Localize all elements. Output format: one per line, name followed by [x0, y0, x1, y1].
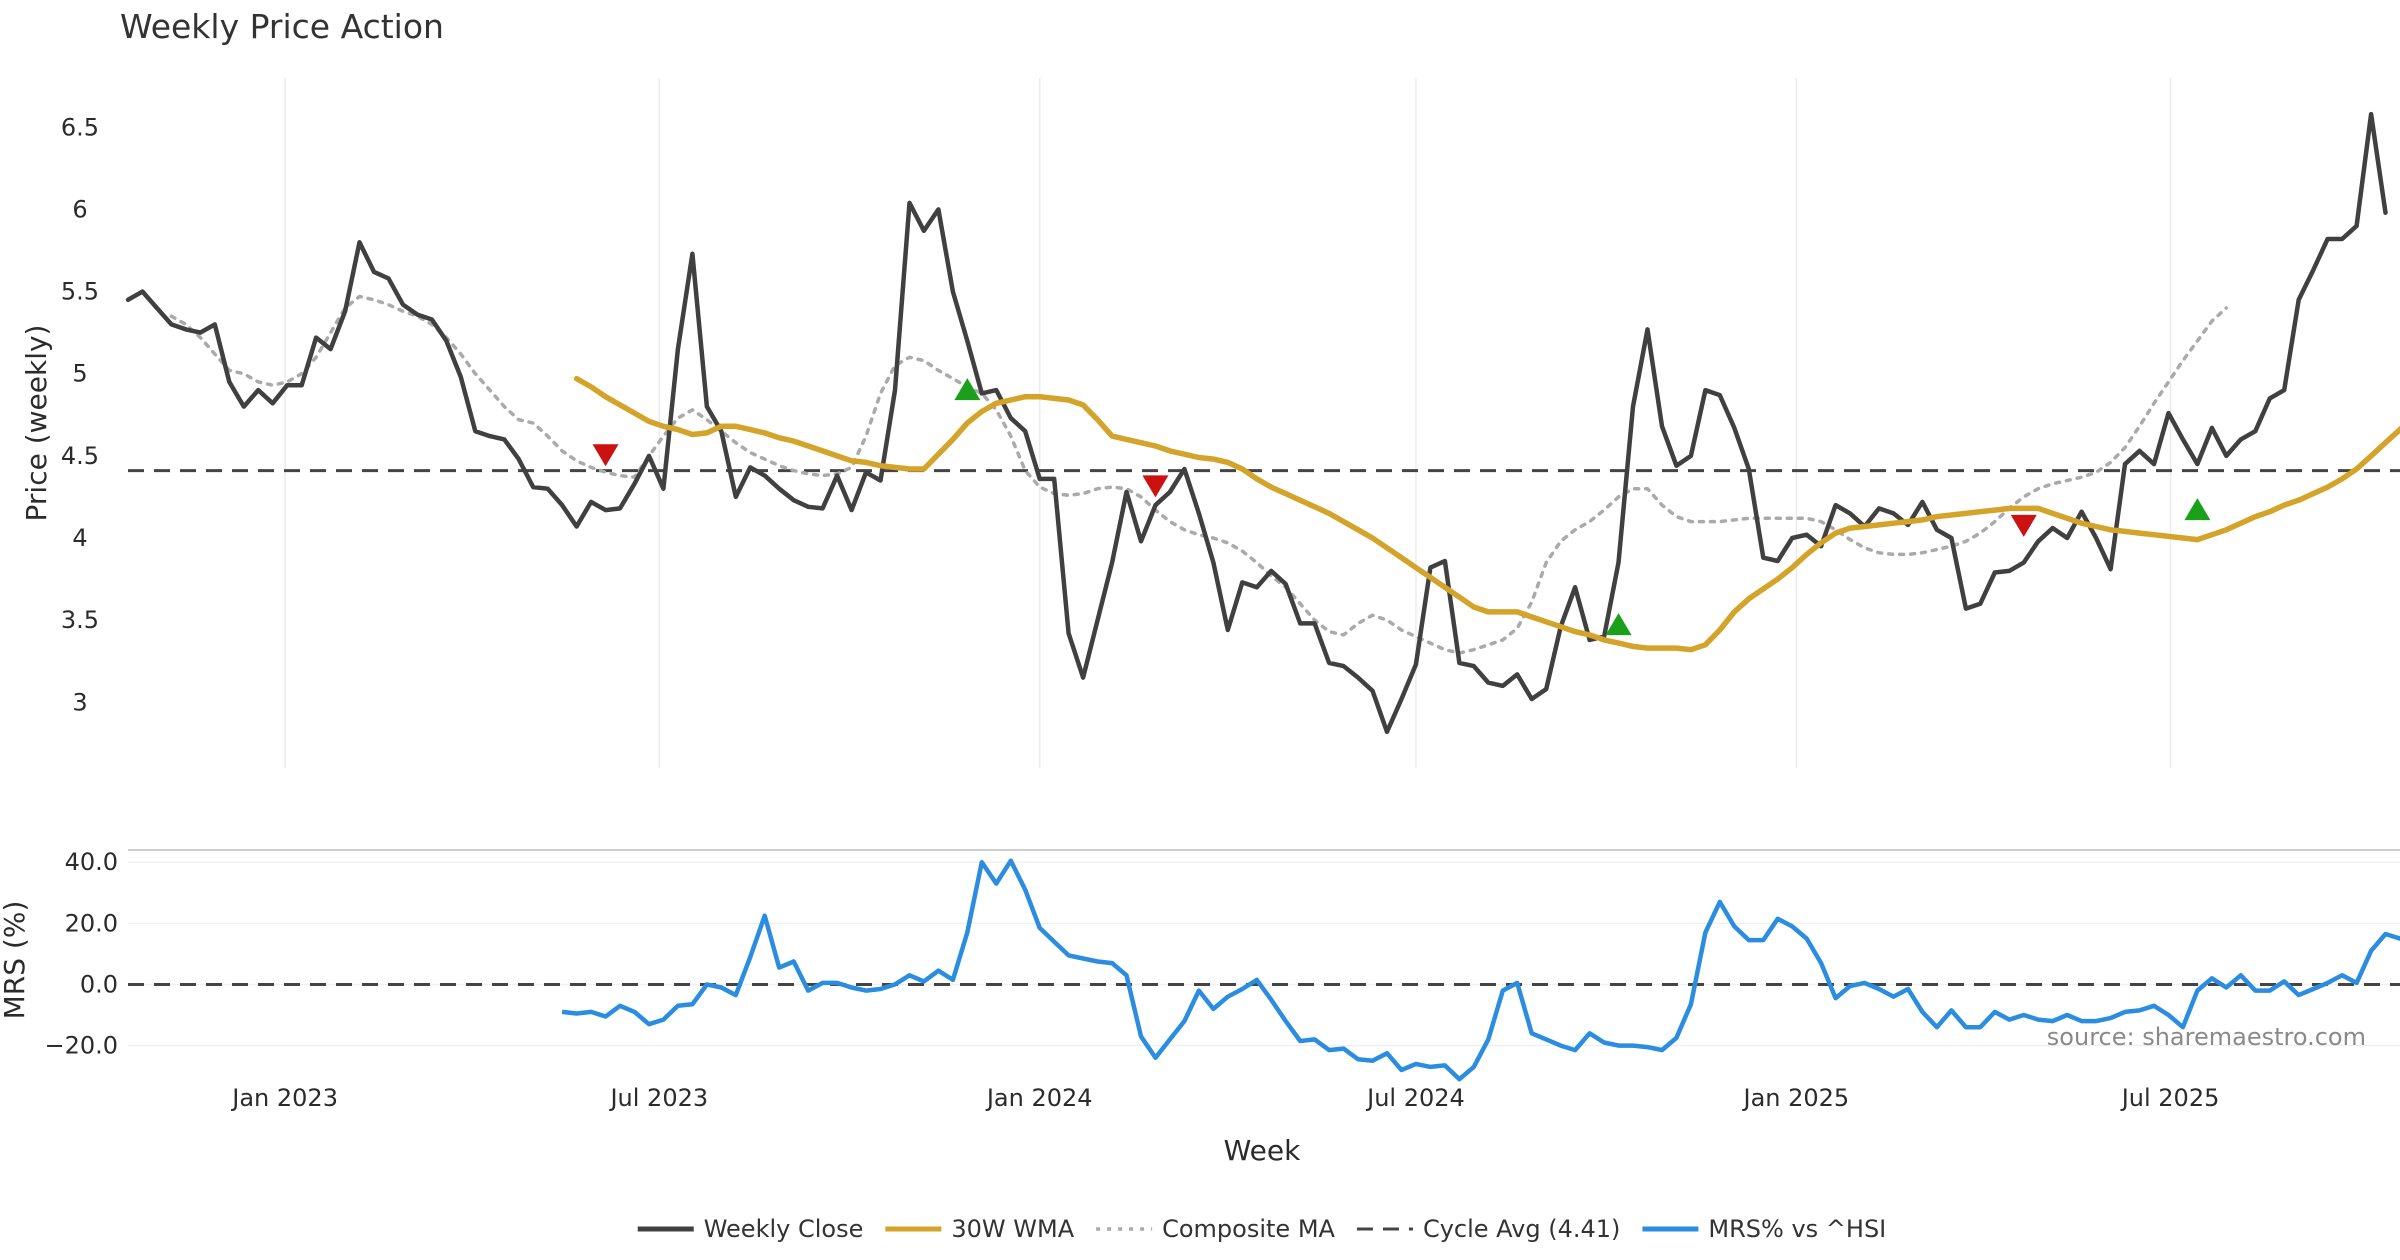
sell-signal-marker — [1142, 475, 1169, 498]
buy-signal-marker — [2184, 498, 2211, 521]
price-y-tick: 4.5 — [61, 442, 99, 470]
composite-ma-line — [169, 294, 2229, 655]
price-y-tick: 6.5 — [61, 113, 99, 141]
price-y-tick: 6 — [72, 195, 87, 223]
legend-mrs: MRS% vs ^HSI — [1642, 1215, 1886, 1243]
buy-signal-marker — [954, 378, 981, 401]
x-tick: Jul 2025 — [2120, 1084, 2220, 1112]
price-y-tick: 4 — [72, 524, 87, 552]
legend-label: 30W WMA — [951, 1215, 1074, 1243]
legend-label: Weekly Close — [704, 1215, 864, 1243]
x-tick: Jul 2024 — [1365, 1084, 1465, 1112]
price-y-axis-title: Price (weekly) — [20, 325, 53, 522]
price-y-tick: 3 — [72, 688, 87, 716]
legend-wma-30w: 30W WMA — [885, 1215, 1075, 1243]
price-y-tick: 5 — [72, 360, 87, 388]
legend-weekly-close: Weekly Close — [637, 1215, 864, 1243]
x-axis-title: Week — [1224, 1134, 1301, 1167]
mrs-y-axis-title: MRS (%) — [0, 901, 31, 1020]
x-axis: Jan 2023 Jul 2023 Jan 2024 Jul 2024 Jan 2025… — [230, 1084, 2219, 1112]
mrs-y-tick: 20.0 — [65, 909, 118, 937]
price-panel: 3 3.5 4 4.5 5 5.5 6 6.5 Price (weekly) — [20, 78, 2400, 768]
weekly-close-line — [125, 111, 2388, 735]
mrs-y-tick: 40.0 — [65, 848, 118, 876]
legend-cycle-avg: Cycle Avg (4.41) — [1356, 1215, 1620, 1243]
x-tick: Jul 2023 — [608, 1084, 708, 1112]
legend-label: MRS% vs ^HSI — [1708, 1215, 1886, 1243]
legend-label: Composite MA — [1162, 1215, 1335, 1243]
x-tick: Jan 2023 — [230, 1084, 338, 1112]
x-tick: Jan 2025 — [1741, 1084, 1849, 1112]
legend-label: Cycle Avg (4.41) — [1423, 1215, 1620, 1243]
buy-signal-marker — [1605, 613, 1632, 636]
price-y-tick: 5.5 — [61, 278, 99, 306]
chart-title: Weekly Price Action — [120, 7, 444, 46]
mrs-panel: 40.0 20.0 0.0 −20.0 MRS (%) — [0, 848, 2400, 1082]
legend-composite-ma: Composite MA — [1096, 1215, 1336, 1243]
sell-signal-marker — [592, 444, 619, 467]
mrs-line — [561, 858, 2400, 1082]
source-note: source: sharemaestro.com — [2047, 1023, 2366, 1051]
legend: Weekly Close 30W WMA Composite MA Cycle Avg… — [637, 1215, 1886, 1243]
x-tick: Jan 2024 — [985, 1084, 1093, 1112]
mrs-y-tick: −20.0 — [44, 1032, 118, 1060]
mrs-y-tick: 0.0 — [80, 970, 118, 998]
price-y-tick: 3.5 — [61, 606, 99, 634]
wma-30w-line — [573, 375, 2400, 653]
sell-signal-marker — [2010, 514, 2037, 537]
